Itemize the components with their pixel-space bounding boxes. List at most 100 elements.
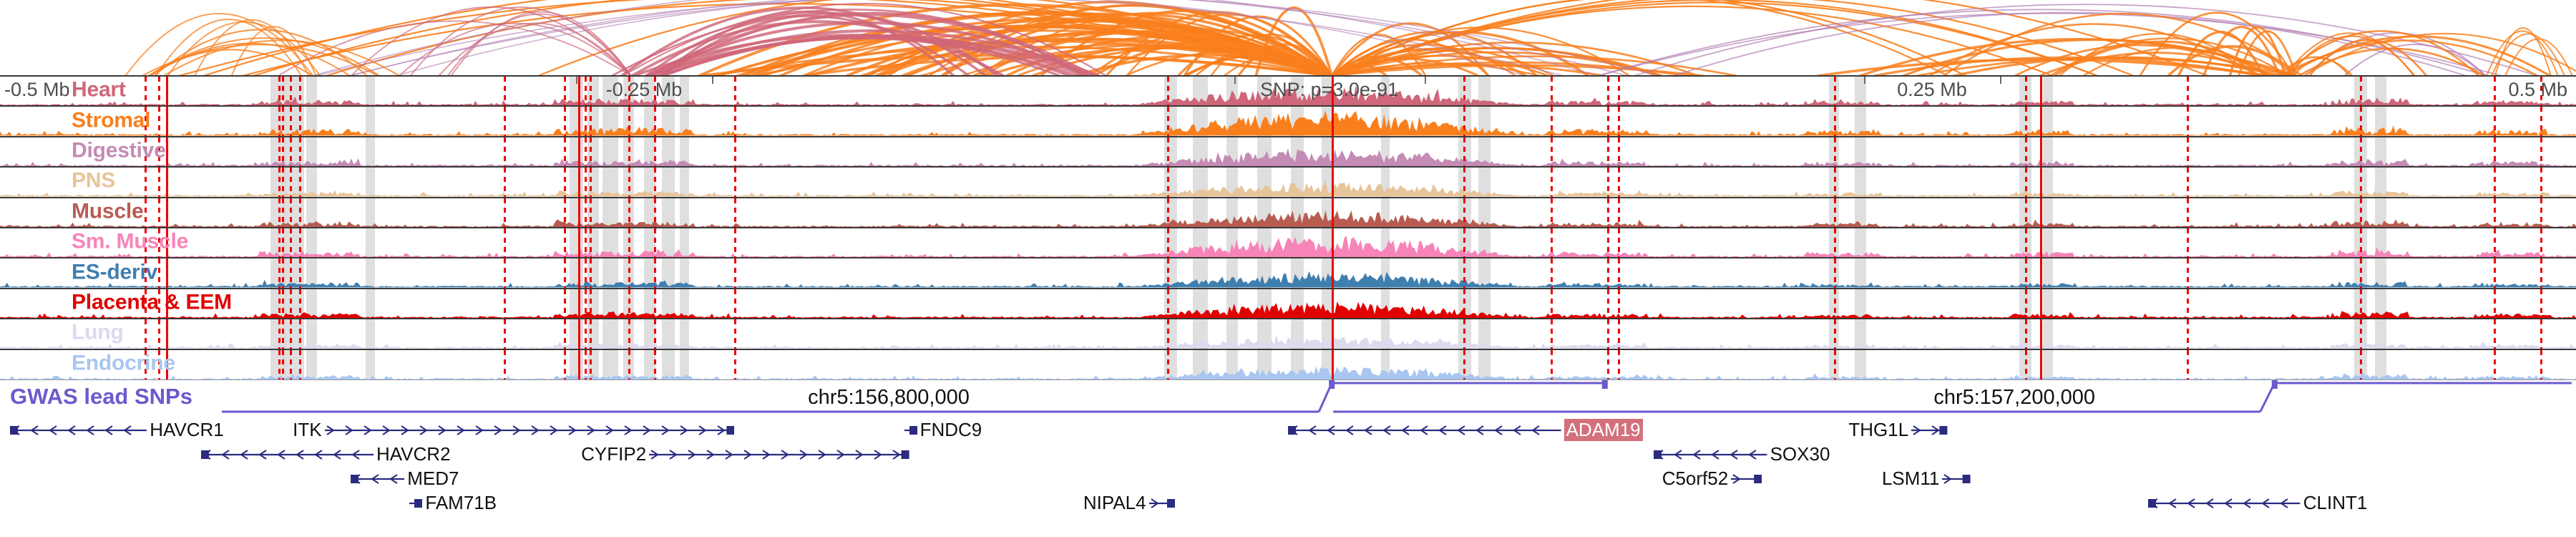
candidate-region-shade bbox=[1257, 349, 1272, 379]
snp-marker-line bbox=[1607, 168, 1610, 197]
signal-track-heart[interactable]: Heart -0.5 Mb -0.25 Mb 0.25 Mb 0.5 Mb SNP: p=… bbox=[0, 77, 2576, 107]
gene-model[interactable]: NIPAL4 bbox=[1083, 492, 1175, 513]
snp-marker-line bbox=[1166, 228, 1169, 258]
candidate-region-shade bbox=[602, 319, 618, 349]
gene-label-adam19[interactable]: ADAM19 bbox=[1563, 419, 1643, 441]
gene-model[interactable]: FNDC9 bbox=[904, 419, 982, 440]
gene-model[interactable]: ITK bbox=[293, 419, 734, 440]
candidate-region-shade bbox=[680, 349, 689, 379]
gene-model[interactable]: SOX30 bbox=[1654, 443, 1830, 465]
snp-marker-line bbox=[2493, 228, 2496, 258]
track-label-heart: Heart bbox=[72, 77, 126, 102]
candidate-region-shade bbox=[283, 258, 296, 288]
gene-label-c5orf52[interactable]: C5orf52 bbox=[1662, 468, 1729, 489]
candidate-region-shade bbox=[662, 319, 675, 349]
candidate-region-shade bbox=[1855, 228, 1867, 258]
signal-track-lung[interactable]: Lung bbox=[0, 319, 2576, 350]
signal-track-pns[interactable]: PNS bbox=[0, 168, 2576, 198]
snp-marker-line bbox=[1617, 137, 1620, 167]
candidate-region-shade bbox=[2042, 319, 2054, 349]
gwas-lead-snp-tick-1[interactable] bbox=[1601, 380, 1608, 389]
snp-marker-line bbox=[144, 289, 147, 319]
gene-label-havcr2[interactable]: HAVCR2 bbox=[376, 443, 451, 465]
gene-label-itk[interactable]: ITK bbox=[293, 419, 322, 440]
candidate-region-shade bbox=[644, 319, 656, 349]
signal-profile bbox=[0, 210, 2576, 227]
candidate-region-shade bbox=[644, 198, 656, 227]
gene-label-lsm11[interactable]: LSM11 bbox=[1881, 468, 1940, 489]
snp-marker-line bbox=[1607, 137, 1610, 167]
candidate-region-shade bbox=[1855, 319, 1867, 349]
track-label-stromal: Stromal bbox=[72, 108, 151, 132]
snp-marker-line bbox=[585, 168, 587, 197]
snp-marker-line bbox=[2024, 107, 2027, 136]
candidate-region-shade bbox=[662, 349, 675, 379]
gene-label-thg1l[interactable]: THG1L bbox=[1848, 419, 1909, 440]
snp-marker-line bbox=[278, 198, 280, 227]
snp-marker-line bbox=[144, 198, 147, 227]
gene-model[interactable]: HAVCR1 bbox=[10, 419, 224, 440]
snp-marker-line bbox=[2359, 198, 2362, 227]
snp-marker-line bbox=[1551, 319, 1553, 349]
candidate-region-shade bbox=[602, 137, 618, 167]
gene-model[interactable]: CLINT1 bbox=[2148, 492, 2367, 513]
snp-marker-line bbox=[1332, 228, 1335, 258]
gene-model[interactable]: C5orf52 bbox=[1662, 468, 1762, 489]
snp-marker-line bbox=[585, 289, 587, 319]
signal-track-sm-muscle[interactable]: Sm. Muscle bbox=[0, 228, 2576, 259]
gene-label-med7[interactable]: MED7 bbox=[407, 468, 459, 489]
gene-label-sox30[interactable]: SOX30 bbox=[1770, 443, 1830, 465]
signal-track-placenta-eem[interactable]: Placenta & EEM bbox=[0, 289, 2576, 320]
gene-model[interactable]: ADAM19 bbox=[1288, 419, 1643, 441]
snp-marker-line bbox=[1463, 168, 1465, 197]
candidate-region-shade bbox=[1257, 258, 1272, 288]
gene-model[interactable]: MED7 bbox=[350, 468, 459, 489]
signal-track-digestive[interactable]: Digestive bbox=[0, 137, 2576, 168]
snp-marker-line bbox=[158, 349, 161, 379]
snp-marker-line bbox=[1607, 198, 1610, 227]
gene-model[interactable]: CYFIP2 bbox=[581, 443, 909, 465]
candidate-region-shade bbox=[283, 319, 296, 349]
gene-model[interactable]: LSM11 bbox=[1882, 468, 1971, 489]
gene-label-cyfip2[interactable]: CYFIP2 bbox=[581, 443, 647, 465]
gene-label-havcr1[interactable]: HAVCR1 bbox=[150, 419, 224, 440]
signal-track-endocrine[interactable]: Endocrine bbox=[0, 349, 2576, 380]
snp-marker-line bbox=[2493, 137, 2496, 167]
gwas-lead-snp-tick-2[interactable] bbox=[2271, 380, 2278, 389]
gwas-lead-snp-tick-0[interactable] bbox=[1329, 380, 1335, 389]
axis-tick-label-1: -0.25 Mb bbox=[605, 79, 683, 100]
gene-label-fam71b[interactable]: FAM71B bbox=[425, 492, 497, 513]
snp-marker-line bbox=[2040, 77, 2043, 106]
candidate-region-shade bbox=[662, 137, 675, 167]
gene-label-fndc9[interactable]: FNDC9 bbox=[919, 419, 982, 440]
candidate-region-shade bbox=[2375, 258, 2387, 288]
snp-marker-line bbox=[278, 349, 280, 379]
snp-marker-line bbox=[1166, 289, 1169, 319]
gene-model[interactable]: THG1L bbox=[1848, 419, 1948, 440]
snp-marker-line bbox=[585, 198, 587, 227]
snp-marker-line bbox=[2540, 168, 2542, 197]
gene-label-clint1[interactable]: CLINT1 bbox=[2303, 492, 2368, 513]
signal-track-es-deriv[interactable]: ES-deriv bbox=[0, 258, 2576, 289]
gene-body bbox=[324, 425, 734, 435]
candidate-region-shade bbox=[623, 137, 634, 167]
signal-track-stromal[interactable]: Stromal bbox=[0, 107, 2576, 137]
snp-marker-line bbox=[2024, 168, 2027, 197]
candidate-region-shade bbox=[1478, 107, 1491, 136]
snp-marker-line bbox=[278, 228, 280, 258]
candidate-region-shade bbox=[1257, 319, 1272, 349]
snp-marker-line bbox=[503, 107, 506, 136]
snp-marker-line bbox=[578, 137, 581, 167]
snp-marker-line bbox=[282, 349, 285, 379]
snp-marker-line bbox=[144, 77, 147, 106]
snp-marker-line bbox=[1617, 228, 1620, 258]
gene-label-nipal4[interactable]: NIPAL4 bbox=[1083, 492, 1146, 513]
gene-model[interactable]: FAM71B bbox=[409, 492, 497, 513]
snp-marker-line bbox=[654, 349, 657, 379]
snp-marker-line bbox=[290, 137, 292, 167]
snp-marker-line bbox=[2359, 319, 2362, 349]
candidate-region-shade bbox=[1855, 77, 1867, 106]
gene-model[interactable]: HAVCR2 bbox=[200, 443, 451, 465]
signal-track-muscle[interactable]: Muscle bbox=[0, 198, 2576, 228]
snp-marker-line bbox=[590, 289, 592, 319]
